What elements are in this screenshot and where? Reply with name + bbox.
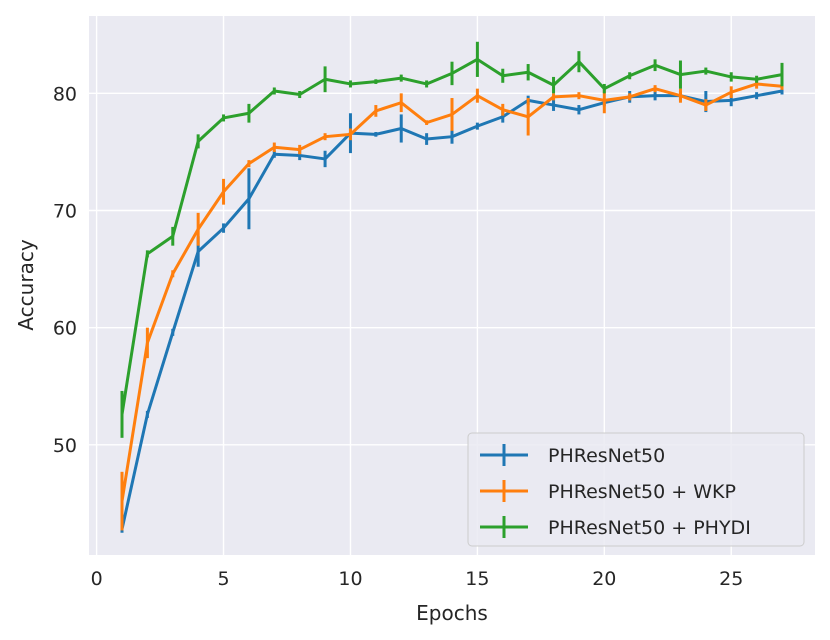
x-tick-label: 25: [719, 568, 743, 590]
y-tick-label: 70: [53, 201, 77, 223]
x-axis-label: Epochs: [416, 601, 488, 625]
series-group: [120, 41, 784, 438]
x-tick-label: 0: [91, 568, 103, 590]
legend-box: [467, 432, 805, 547]
legend-label: PHResNet50 + WKP: [548, 481, 736, 503]
legend: PHResNet50 PHResNet50 + WKP PHResNet50 + P…: [467, 432, 805, 547]
legend-label: PHResNet50: [548, 445, 665, 467]
legend-label: PHResNet50 + PHYDI: [548, 517, 751, 539]
x-tick-label: 20: [592, 568, 616, 590]
series-layer: [120, 41, 784, 533]
x-tick-label: 10: [338, 568, 362, 590]
tick-labels: 0 5 10 15 20 25 50 60 70 80: [53, 83, 744, 590]
y-tick-label: 80: [53, 83, 77, 105]
x-tick-label: 15: [465, 568, 489, 590]
x-tick-label: 5: [217, 568, 229, 590]
y-axis-label: Accuracy: [14, 239, 38, 330]
y-tick-label: 50: [53, 435, 77, 457]
y-tick-label: 60: [53, 318, 77, 340]
